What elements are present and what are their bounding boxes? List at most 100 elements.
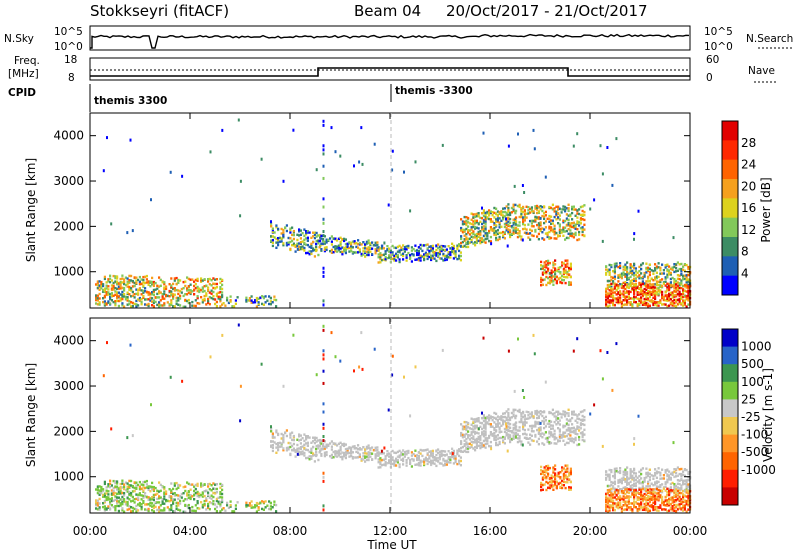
power-echo-cell: [142, 295, 144, 297]
power-echo-cell: [293, 238, 295, 240]
power-echo-cell: [345, 238, 347, 240]
velocity-echo-cell: [575, 437, 577, 439]
power-echo-cell: [163, 298, 165, 300]
velocity-echo-cell: [486, 442, 488, 444]
velocity-echo-cell: [414, 450, 416, 452]
power-echoes: [95, 119, 691, 309]
velocity-echo-cell: [134, 490, 136, 492]
velocity-echo-cell: [383, 452, 385, 454]
velocity-echo-cell: [626, 466, 628, 468]
power-echo-cell: [630, 284, 632, 286]
power-echo-cell: [275, 299, 277, 301]
velocity-echo-cell: [515, 415, 517, 417]
power-echo-cell: [554, 273, 556, 275]
power-echo-cell: [684, 303, 686, 305]
power-echo-cell: [467, 246, 469, 248]
velocity-echo-cell: [156, 493, 158, 495]
power-echo-cell: [270, 297, 272, 299]
power-echo-cell: [331, 249, 333, 251]
power-echo-cell: [617, 287, 619, 289]
power-echo-speck: [508, 145, 510, 148]
power-echo-cell: [661, 285, 663, 287]
power-echo-cell: [529, 232, 531, 234]
power-echo-cell: [277, 228, 279, 230]
power-echo-cell: [583, 214, 585, 216]
power-echo-cell: [230, 299, 232, 301]
power-echo-cell: [564, 227, 566, 229]
power-echo-speck: [540, 217, 542, 220]
power-echo-cell: [578, 231, 580, 233]
power-echo-cell: [407, 252, 409, 254]
velocity-echo-cell: [315, 448, 317, 450]
power-echo-cell: [207, 280, 209, 282]
power-echo-speck: [515, 230, 517, 233]
nsky-label: N.Sky: [4, 33, 34, 45]
power-echo-speck: [323, 124, 325, 127]
power-echo-cell: [146, 278, 148, 280]
power-echo-cell: [224, 305, 226, 307]
power-echo-cell: [642, 283, 644, 285]
power-echo-cell: [195, 283, 197, 285]
velocity-echo-cell: [467, 451, 469, 453]
power-echo-cell: [121, 302, 123, 304]
power-echo-cell: [656, 272, 658, 274]
power-echo-cell: [216, 301, 218, 303]
velocity-echo-cell: [357, 444, 359, 446]
power-echo-cell: [142, 284, 144, 286]
velocity-echo-cell: [538, 438, 540, 440]
velocity-echo-cell: [179, 500, 181, 502]
power-echo-cell: [460, 235, 462, 237]
nsky-panel: [90, 26, 690, 50]
velocity-echo-cell: [204, 483, 206, 485]
power-echo-cell: [444, 245, 446, 247]
power-echo-cell: [282, 231, 284, 233]
velocity-echo-cell: [181, 496, 183, 498]
power-echo-cell: [212, 295, 214, 297]
nsky-tick-top-right: 10^5: [704, 26, 733, 38]
power-echo-cell: [123, 281, 125, 283]
velocity-echo-cell: [524, 429, 526, 431]
power-echo-cell: [107, 288, 109, 290]
velocity-echo-cell: [435, 454, 437, 456]
cpid-label-0: themis 3300: [94, 95, 167, 107]
velocity-echo-cell: [341, 458, 343, 460]
power-echo-cell: [163, 290, 165, 292]
velocity-echo-cell: [570, 468, 572, 470]
velocity-echo-cell: [258, 506, 260, 508]
power-echo-cell: [170, 277, 172, 279]
velocity-echo-cell: [467, 430, 469, 432]
power-echo-cell: [519, 224, 521, 226]
power-echo-speck: [170, 171, 172, 174]
power-echo-cell: [499, 217, 501, 219]
power-echo-cell: [624, 264, 626, 266]
velocity-echo-cell: [302, 437, 304, 439]
power-echo-cell: [406, 257, 408, 259]
power-echo-cell: [177, 282, 179, 284]
power-echo-cell: [198, 302, 200, 304]
velocity-echo-cell: [371, 446, 373, 448]
velocity-echo-cell: [559, 440, 561, 442]
velocity-echo-cell: [654, 468, 656, 470]
power-echo-speck: [533, 129, 535, 132]
velocity-echo-cell: [520, 440, 522, 442]
power-echo-cell: [526, 216, 528, 218]
power-echo-cell: [184, 281, 186, 283]
velocity-echo-cell: [320, 440, 322, 442]
power-echo-speck: [360, 126, 362, 129]
power-echo-speck: [323, 267, 325, 270]
velocity-echoes: [95, 324, 691, 514]
velocity-echo-cell: [654, 501, 656, 503]
power-echo-cell: [146, 275, 148, 277]
velocity-echo-cell: [420, 452, 422, 454]
velocity-echo-cell: [135, 487, 137, 489]
power-echo-cell: [237, 296, 239, 298]
power-echo-cell: [635, 267, 637, 269]
power-echo-cell: [385, 253, 387, 255]
velocity-echo-cell: [212, 496, 214, 498]
freq-trace: [90, 68, 690, 76]
velocity-echo-cell: [531, 435, 533, 437]
velocity-echo-cell: [245, 502, 247, 504]
velocity-echo-cell: [265, 500, 267, 502]
velocity-echo-cell: [549, 467, 551, 469]
power-echo-cell: [317, 254, 319, 256]
